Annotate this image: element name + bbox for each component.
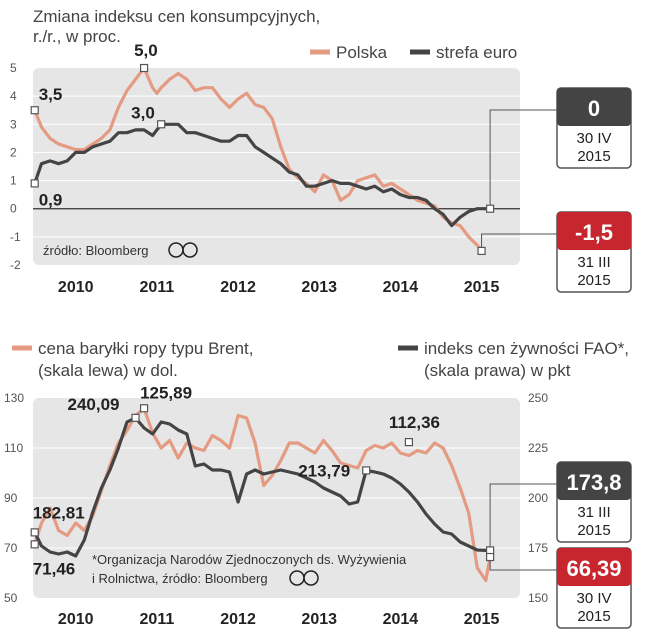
chart2-annotation-marker [139, 404, 149, 413]
chart2-callout-brent-date-line1: 30 IV [576, 590, 611, 607]
chart1-callout-polska-value: -1,5 [575, 220, 613, 245]
chart1-xtick: 2015 [464, 279, 500, 296]
chart1-xtick: 2012 [220, 279, 256, 296]
chart1-annotation-marker [30, 179, 39, 188]
chart1-annotation-marker [30, 106, 39, 115]
chart1-ytick: 0 [10, 202, 17, 216]
chart2-annotation-marker [404, 438, 414, 447]
chart1-ytick: 5 [10, 61, 17, 75]
chart1-xtick: 2011 [140, 279, 175, 296]
chart2-annotation-label: 71,46 [33, 559, 76, 578]
chart2-series-brent [33, 406, 492, 583]
chart2-callout-fao-value: 173,8 [566, 470, 621, 495]
chart1-callout-polska-value-bg [557, 212, 631, 250]
chart2-annotation-label: 125,89 [140, 383, 192, 402]
chart2-end-marker-fao [485, 546, 495, 555]
chart1-end-marker-euro [485, 204, 495, 213]
chart1-annotation-marker [139, 63, 149, 73]
chart1-callout-euro-connector [489, 109, 557, 209]
chart2-series-fao [33, 416, 491, 558]
chart1-ytick: 2 [10, 145, 17, 159]
chart1-end-marker-polska [477, 246, 486, 256]
chart2-callout-brent-connector [489, 557, 557, 571]
chart1-callout-euro-value: 0 [588, 96, 600, 121]
chart2-annotation-label: 240,09 [68, 395, 120, 414]
chart1-callout-polska-date-line1: 31 III [577, 254, 610, 271]
copyright-p-icon [182, 242, 198, 258]
copyright-p-icon [303, 570, 319, 586]
chart1-xtick: 2010 [58, 279, 94, 296]
chart2-annotation-label: 112,36 [389, 413, 440, 432]
chart1-xtick: 2013 [301, 279, 337, 296]
chart2-ytick-right: 175 [528, 541, 548, 555]
chart2-legend-brent-line2: (skala lewa) w dol. [38, 361, 178, 380]
chart2-annotation-marker [131, 413, 140, 422]
chart2-callout-brent-date-line2: 2015 [577, 608, 610, 625]
chart2-ytick-left: 70 [4, 541, 18, 555]
chart2-source-line2: i Rolnictwa, źródło: Bloomberg [92, 571, 268, 586]
chart1-callout-polska-date-line2: 2015 [577, 272, 610, 289]
chart2-ytick-left: 50 [4, 591, 18, 605]
chart1-legend-euro: strefa euro [436, 43, 517, 62]
chart2-annotation-label: 213,79 [298, 461, 350, 480]
chart1-annotation-label: 5,0 [134, 41, 158, 60]
chart2-xtick: 2014 [383, 611, 419, 628]
chart2-callout-fao-value-bg [557, 462, 631, 500]
chart2-ytick-left: 110 [4, 441, 23, 455]
chart2-ytick-left: 90 [4, 491, 18, 505]
chart1-series-euro [33, 122, 491, 228]
chart1-annotation-marker [157, 120, 166, 129]
chart2-legend-brent-line1: cena baryłki ropy typu Brent, [38, 339, 253, 358]
chart2-callout-brent-value-bg [557, 548, 631, 586]
chart2-end-marker-brent [485, 552, 495, 562]
chart1-ytick: 3 [10, 117, 17, 131]
chart2-ytick-right: 225 [528, 441, 548, 455]
chart2-xtick: 2012 [220, 611, 256, 628]
chart1-ytick: -2 [10, 258, 21, 272]
chart1-source: źródło: Bloomberg [43, 243, 149, 258]
chart2-xtick: 2013 [301, 611, 337, 628]
chart1-annotation-label: 0,9 [39, 190, 63, 209]
chart2-annotation-marker [30, 528, 39, 537]
chart2-annotation-marker [30, 540, 39, 549]
chart2-legend-fao-line1: indeks cen żywności FAO*, [424, 339, 629, 358]
chart1-annotation-label: 3,5 [39, 85, 63, 104]
chart1-ytick: -1 [10, 230, 21, 244]
chart1-callout-polska-connector [481, 233, 557, 251]
chart2-xtick: 2010 [58, 611, 94, 628]
chart1-callout-euro-value-bg [557, 88, 631, 126]
chart1-series-polska [33, 66, 483, 252]
chart2-ytick-right: 200 [528, 491, 548, 505]
chart1-legend-polska: Polska [336, 43, 388, 62]
chart2-callout-brent-value: 66,39 [566, 556, 621, 581]
chart2-callout-fao-connector [489, 483, 557, 551]
chart2-source-line1: *Organizacja Narodów Zjednoczonych ds. W… [92, 552, 407, 567]
chart1-callout-euro-date-line1: 30 IV [576, 130, 611, 147]
chart1-ytick: 1 [10, 174, 17, 188]
chart2-xtick: 2015 [464, 611, 500, 628]
chart2-callout-fao-date-line2: 2015 [577, 522, 610, 539]
chart2-legend-fao-line2: (skala prawa) w pkt [424, 361, 571, 380]
chart2-annotation-marker [362, 466, 371, 475]
chart2-xtick: 2011 [140, 611, 175, 628]
chart2-ytick-left: 130 [4, 391, 24, 405]
chart1-title: Zmiana indeksu cen konsumpcyjnych, [33, 7, 320, 26]
chart1-xtick: 2014 [383, 279, 419, 296]
chart2-callout-fao-date-line1: 31 III [577, 504, 610, 521]
chart1-ytick: 4 [10, 89, 17, 103]
chart2-ytick-right: 250 [528, 391, 548, 405]
chart1-subtitle: r./r., w proc. [33, 27, 121, 46]
chart1-plot-area [33, 68, 520, 265]
chart2-ytick-right: 150 [528, 591, 548, 605]
chart2-annotation-label: 182,81 [33, 503, 85, 522]
chart1-callout-euro-date-line2: 2015 [577, 148, 610, 165]
chart1-annotation-label: 3,0 [131, 103, 155, 122]
